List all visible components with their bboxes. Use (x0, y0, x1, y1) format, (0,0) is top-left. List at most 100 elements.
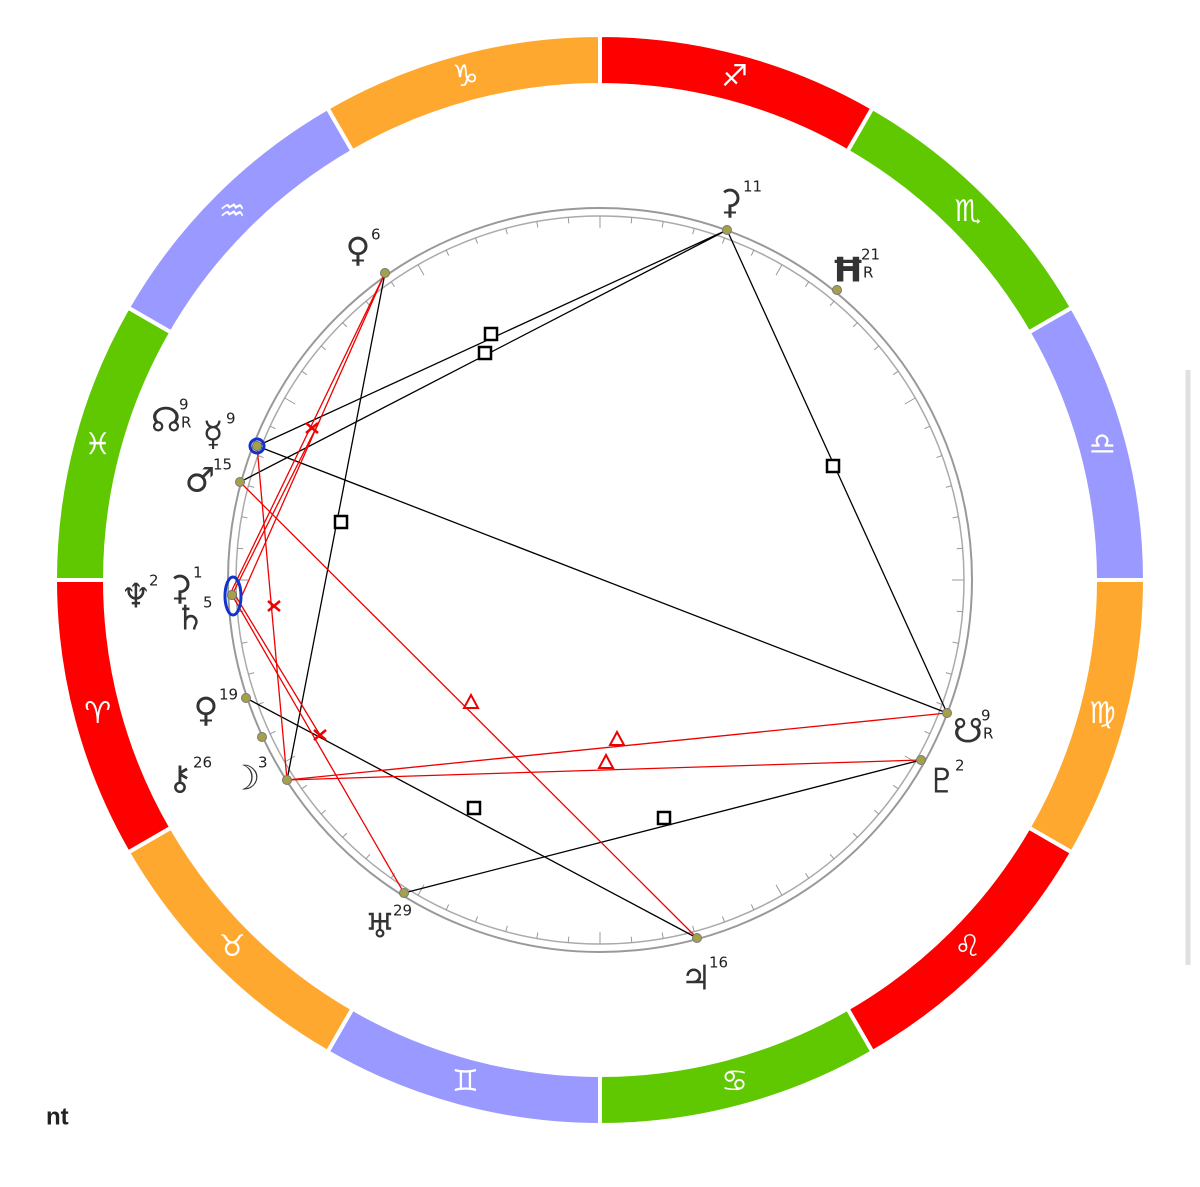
degree-tick (924, 425, 931, 430)
degree-tick (390, 281, 396, 288)
square-aspect (656, 810, 672, 826)
square-aspect (466, 800, 482, 816)
sextile-aspect (267, 600, 281, 612)
planet-glyph: ⚳ (168, 569, 193, 609)
zodiac-sector (52, 578, 175, 856)
planet-glyph: ♂ (185, 461, 215, 501)
planet-glyph: Ħ (831, 251, 864, 291)
zodiac-sector (1025, 304, 1148, 582)
planet-degree: 3 (258, 754, 268, 772)
planet-degree: 29 (393, 902, 412, 920)
sextile-aspect (313, 729, 327, 741)
degree-tick (661, 932, 664, 939)
planet-degree: 9 (981, 707, 991, 725)
degree-tick (567, 936, 570, 943)
degree-tick (892, 784, 899, 790)
degree-tick (692, 925, 695, 932)
square-aspect (333, 514, 349, 530)
zodiac-sign: ♋ (721, 1064, 748, 1099)
aspect-line (239, 481, 698, 939)
planet-degree: 11 (743, 178, 762, 196)
degree-tick (301, 784, 308, 790)
degree-tick (301, 370, 308, 376)
zodiac-sign: ♍ (1089, 696, 1116, 731)
aspect-line (231, 589, 321, 736)
planet-degree: 21 (861, 246, 880, 264)
planet-degree: 5 (203, 594, 213, 612)
aspect-line (256, 445, 948, 714)
zodiac-sign: ♈ (84, 696, 111, 731)
degree-tick (852, 832, 858, 838)
planet-glyph: ☿ (203, 415, 224, 455)
planet-glyph: ♄ (175, 599, 205, 639)
aspect-line (231, 419, 321, 596)
planet-degree: 1 (193, 564, 203, 582)
planet-glyph: ♃ (681, 959, 711, 999)
planet-degree: 6 (371, 226, 381, 244)
degree-tick (417, 884, 425, 896)
planet-dot (235, 477, 245, 487)
square-aspect (483, 326, 499, 342)
degree-tick (342, 322, 348, 328)
planet-dot (282, 775, 292, 785)
degree-tick (241, 641, 248, 644)
square-aspect (477, 345, 493, 361)
degree-tick (320, 345, 327, 351)
square-aspect (825, 458, 841, 474)
retrograde-mark: R (983, 725, 993, 743)
degree-tick (248, 485, 255, 488)
degree-tick (904, 397, 916, 405)
degree-tick (257, 455, 264, 459)
degree-tick (536, 221, 539, 228)
degree-tick (956, 547, 963, 550)
zodiac-sector (52, 304, 175, 582)
retrograde-mark: R (863, 264, 873, 282)
degree-tick (924, 730, 931, 735)
degree-tick (952, 516, 959, 519)
degree-tick (475, 916, 479, 923)
planet-glyph: ⚳ (718, 183, 743, 223)
degree-tick (692, 228, 695, 235)
degree-tick (390, 872, 396, 879)
degree-tick (945, 672, 952, 675)
planet-glyph: ♀ (346, 231, 371, 271)
zodiac-sign: ♑ (452, 59, 479, 94)
planet-dot (942, 708, 952, 718)
aspect-line (286, 759, 922, 781)
zodiac-sector (324, 32, 602, 155)
zodiac-sign: ♎ (1089, 427, 1116, 462)
degree-tick (750, 904, 755, 911)
planet-dot (227, 590, 237, 600)
degree-tick (269, 730, 276, 735)
planet-degree: 19 (219, 686, 238, 704)
planet-glyph: ☽ (230, 759, 260, 799)
degree-tick (567, 217, 570, 224)
planet-dot (252, 441, 262, 451)
degree-tick (904, 755, 916, 763)
planet-glyph: ⚷ (168, 759, 193, 799)
zodiac-sign: ♌ (954, 929, 981, 964)
zodiac-sector (1025, 578, 1148, 856)
zodiac-sign: ♐ (721, 59, 748, 94)
degree-tick (750, 249, 755, 256)
degree-tick (952, 641, 959, 644)
zodiac-sign: ♓ (84, 427, 111, 462)
planet-degree: 9 (226, 410, 236, 428)
degree-tick (237, 547, 244, 550)
planet-dot (399, 888, 409, 898)
planet-degree: 16 (709, 954, 728, 972)
planet-glyph: ☊ (151, 401, 181, 441)
degree-tick (320, 809, 327, 815)
planet-dot (257, 732, 267, 742)
degree-tick (829, 300, 835, 307)
degree-tick (775, 264, 783, 276)
degree-tick (505, 925, 508, 932)
planet-degree: 2 (149, 572, 159, 590)
aspect-line (239, 272, 386, 601)
retrograde-mark: R (181, 414, 191, 432)
degree-tick (873, 345, 880, 351)
degree-tick (365, 853, 371, 860)
planet-glyph: ♆ (121, 577, 151, 617)
degree-tick (342, 832, 348, 838)
